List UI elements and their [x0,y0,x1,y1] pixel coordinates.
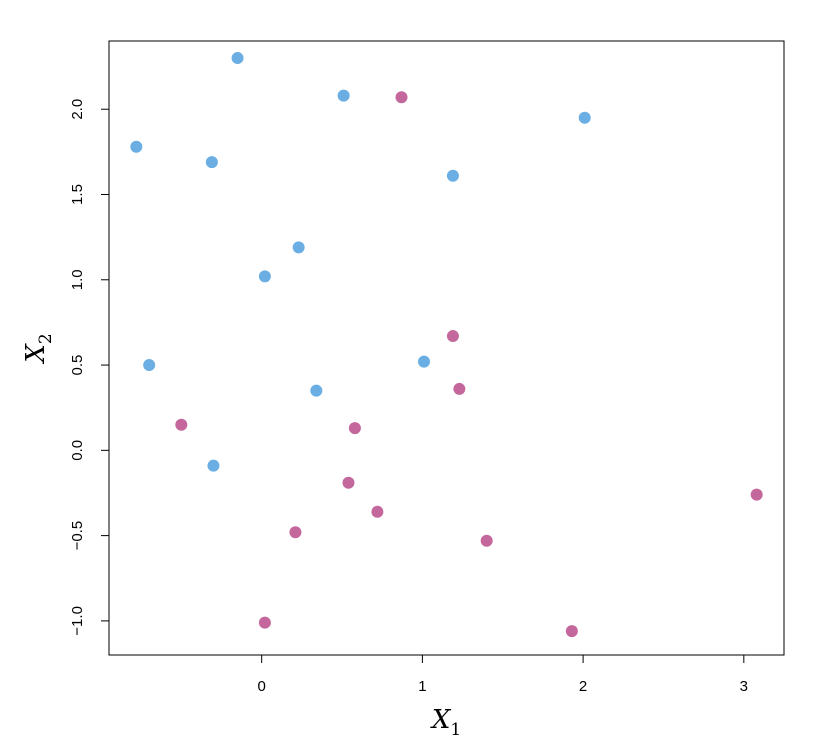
x-axis: 0 1 2 3 [258,655,748,695]
y-tick-label: 0.0 [69,440,86,461]
data-point [231,52,244,65]
data-point [348,422,361,435]
y-axis-title-main: X [21,343,51,365]
data-point [446,169,459,182]
y-tick-label: −0.5 [69,521,86,551]
x-axis-title-main: X [430,705,452,735]
y-axis-title-sub: 2 [36,333,56,344]
data-point [258,616,271,629]
data-point [342,476,355,489]
data-point [207,459,220,472]
data-point [205,156,218,169]
data-point [578,111,591,124]
plot-frame [108,40,785,656]
y-tick-label: 1.5 [69,184,86,205]
x-tick-label: 1 [418,678,426,695]
data-point [453,382,466,395]
data-point [292,241,305,254]
data-point [418,355,430,368]
x-tick-label: 2 [579,678,587,695]
x-tick-label: 3 [740,678,748,695]
y-tick-label: 2.0 [69,99,86,120]
x-axis-title-sub: 1 [450,720,461,740]
data-point [446,330,459,343]
y-axis: −1.0 −0.5 0.0 0.5 1.0 1.5 2.0 [69,99,109,636]
data-point [395,91,408,104]
data-point [337,89,350,102]
y-tick-label: 1.0 [69,269,86,290]
data-point [258,270,271,283]
x-tick-label: 0 [258,678,266,695]
data-point [130,140,143,153]
data-point [289,526,302,539]
data-point [565,625,578,638]
data-point [750,488,763,501]
data-points [130,52,763,638]
y-axis-title: X2 [21,333,56,364]
data-point [371,505,384,518]
data-point [175,418,188,431]
data-point [480,534,493,547]
y-tick-label: 0.5 [69,355,86,376]
data-point [143,359,156,372]
data-point [310,384,323,397]
y-tick-label: −1.0 [69,606,86,636]
x-axis-title: X1 [430,705,461,740]
